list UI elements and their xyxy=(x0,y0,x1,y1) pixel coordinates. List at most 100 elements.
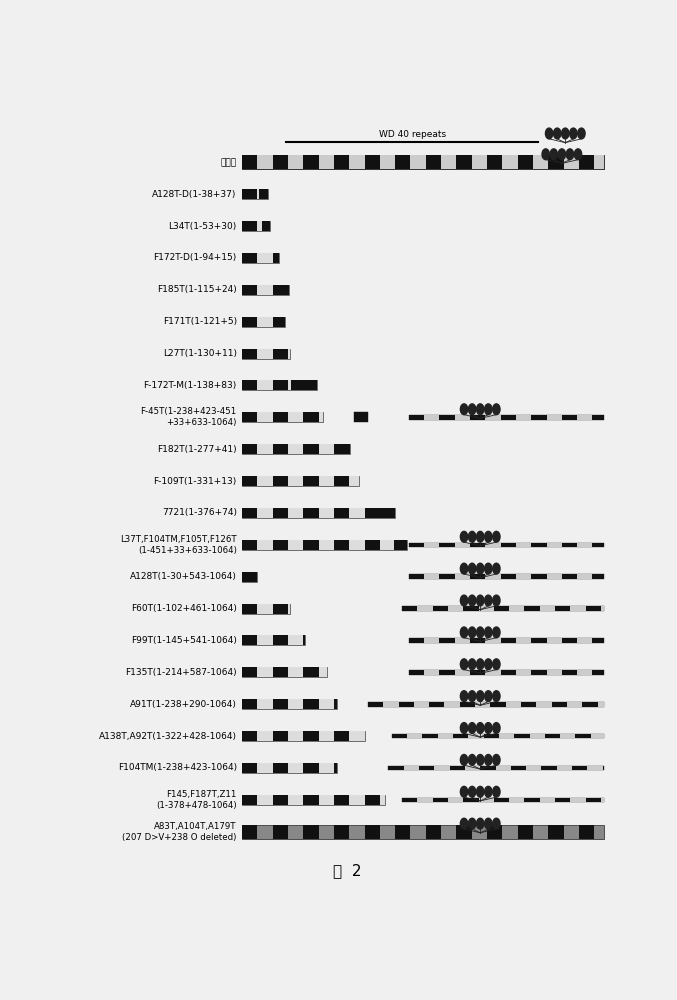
FancyBboxPatch shape xyxy=(273,540,288,550)
FancyBboxPatch shape xyxy=(242,763,337,773)
FancyBboxPatch shape xyxy=(242,221,270,231)
FancyBboxPatch shape xyxy=(409,415,424,420)
FancyBboxPatch shape xyxy=(506,702,521,707)
FancyBboxPatch shape xyxy=(257,699,273,709)
FancyBboxPatch shape xyxy=(509,606,525,611)
Circle shape xyxy=(493,786,500,797)
FancyBboxPatch shape xyxy=(380,795,385,805)
FancyBboxPatch shape xyxy=(337,444,350,454)
FancyBboxPatch shape xyxy=(319,476,334,486)
FancyBboxPatch shape xyxy=(521,702,536,707)
Circle shape xyxy=(477,786,484,797)
Circle shape xyxy=(485,563,492,574)
FancyBboxPatch shape xyxy=(516,670,531,675)
FancyBboxPatch shape xyxy=(603,766,604,770)
FancyBboxPatch shape xyxy=(303,763,319,773)
Circle shape xyxy=(477,659,484,670)
FancyBboxPatch shape xyxy=(460,702,475,707)
FancyBboxPatch shape xyxy=(570,798,586,802)
Circle shape xyxy=(477,691,484,702)
FancyBboxPatch shape xyxy=(422,734,437,738)
Circle shape xyxy=(468,754,476,765)
Circle shape xyxy=(485,786,492,797)
FancyBboxPatch shape xyxy=(500,638,516,643)
FancyBboxPatch shape xyxy=(334,763,337,773)
FancyBboxPatch shape xyxy=(257,380,273,390)
FancyBboxPatch shape xyxy=(257,285,273,295)
FancyBboxPatch shape xyxy=(273,380,288,390)
FancyBboxPatch shape xyxy=(259,189,267,199)
Circle shape xyxy=(468,691,476,702)
FancyBboxPatch shape xyxy=(511,766,526,770)
FancyBboxPatch shape xyxy=(490,702,506,707)
Circle shape xyxy=(468,723,476,733)
Circle shape xyxy=(493,754,500,765)
FancyBboxPatch shape xyxy=(575,734,591,738)
FancyBboxPatch shape xyxy=(349,795,364,805)
FancyBboxPatch shape xyxy=(588,766,603,770)
Circle shape xyxy=(542,149,549,160)
FancyBboxPatch shape xyxy=(465,766,480,770)
FancyBboxPatch shape xyxy=(455,638,470,643)
FancyBboxPatch shape xyxy=(380,155,395,169)
FancyBboxPatch shape xyxy=(334,795,349,805)
Circle shape xyxy=(468,563,476,574)
FancyBboxPatch shape xyxy=(288,444,303,454)
FancyBboxPatch shape xyxy=(445,702,460,707)
FancyBboxPatch shape xyxy=(582,702,598,707)
Circle shape xyxy=(460,627,468,638)
FancyBboxPatch shape xyxy=(439,638,455,643)
FancyBboxPatch shape xyxy=(409,543,604,547)
FancyBboxPatch shape xyxy=(273,825,288,839)
Circle shape xyxy=(566,149,573,160)
FancyBboxPatch shape xyxy=(417,798,433,802)
FancyBboxPatch shape xyxy=(242,155,604,169)
FancyBboxPatch shape xyxy=(516,415,531,420)
FancyBboxPatch shape xyxy=(533,155,548,169)
FancyBboxPatch shape xyxy=(242,412,257,422)
FancyBboxPatch shape xyxy=(303,155,319,169)
FancyBboxPatch shape xyxy=(403,766,419,770)
FancyBboxPatch shape xyxy=(409,415,604,420)
FancyBboxPatch shape xyxy=(453,734,468,738)
FancyBboxPatch shape xyxy=(288,763,303,773)
FancyBboxPatch shape xyxy=(334,699,337,709)
Circle shape xyxy=(485,818,492,829)
Text: A83T,A104T,A179T: A83T,A104T,A179T xyxy=(154,822,237,831)
FancyBboxPatch shape xyxy=(242,635,305,645)
FancyBboxPatch shape xyxy=(417,606,433,611)
FancyBboxPatch shape xyxy=(402,798,604,802)
FancyBboxPatch shape xyxy=(516,543,531,547)
FancyBboxPatch shape xyxy=(472,155,487,169)
FancyBboxPatch shape xyxy=(242,476,359,486)
FancyBboxPatch shape xyxy=(562,415,577,420)
FancyBboxPatch shape xyxy=(591,734,604,738)
FancyBboxPatch shape xyxy=(383,702,399,707)
FancyBboxPatch shape xyxy=(562,670,577,675)
Text: F-109T(1-331+13): F-109T(1-331+13) xyxy=(154,477,237,486)
FancyBboxPatch shape xyxy=(242,155,257,169)
FancyBboxPatch shape xyxy=(414,702,429,707)
FancyBboxPatch shape xyxy=(483,734,499,738)
FancyBboxPatch shape xyxy=(303,731,319,741)
Circle shape xyxy=(493,531,500,542)
FancyBboxPatch shape xyxy=(526,766,542,770)
FancyBboxPatch shape xyxy=(319,699,334,709)
FancyBboxPatch shape xyxy=(601,606,604,611)
FancyBboxPatch shape xyxy=(257,412,273,422)
FancyBboxPatch shape xyxy=(273,731,288,741)
Circle shape xyxy=(569,128,577,139)
Circle shape xyxy=(485,595,492,606)
FancyBboxPatch shape xyxy=(441,155,456,169)
FancyBboxPatch shape xyxy=(531,574,546,579)
FancyBboxPatch shape xyxy=(392,734,407,738)
Text: A128T-D(1-38+37): A128T-D(1-38+37) xyxy=(152,190,237,199)
FancyBboxPatch shape xyxy=(242,731,364,741)
FancyBboxPatch shape xyxy=(531,638,546,643)
FancyBboxPatch shape xyxy=(242,444,257,454)
Circle shape xyxy=(477,595,484,606)
Text: F-45T(1-238+423-451: F-45T(1-238+423-451 xyxy=(141,407,237,416)
FancyBboxPatch shape xyxy=(545,734,560,738)
Circle shape xyxy=(485,659,492,670)
FancyBboxPatch shape xyxy=(242,253,279,263)
